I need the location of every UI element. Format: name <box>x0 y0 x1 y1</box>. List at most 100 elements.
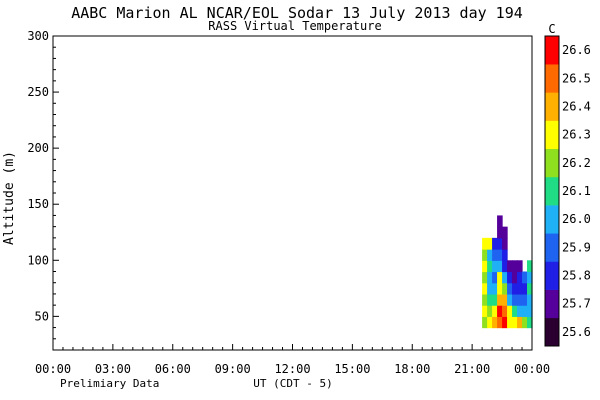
heatmap-cell <box>517 316 523 329</box>
colorbar-label: 26.5 <box>562 71 591 85</box>
y-axis-label: Altitude (m) <box>2 151 17 245</box>
y-axis: 50 100 150 200 250 300 <box>27 29 59 340</box>
plot-frame <box>52 35 533 351</box>
chart-title: AABC Marion AL NCAR/EOL Sodar 13 July 20… <box>71 4 523 22</box>
colorbar-swatch <box>545 317 559 347</box>
heatmap-cell <box>492 249 498 261</box>
heatmap-cell <box>512 271 518 284</box>
heatmap-cell <box>487 316 493 329</box>
colorbar-label: 26.3 <box>562 128 591 142</box>
heatmap-cell <box>497 282 503 295</box>
colorbar: 25.6 25.7 25.8 25.9 26.0 26.1 26.2 26.3 26.4 26.5… <box>544 35 591 347</box>
heatmap-cell <box>522 282 528 295</box>
heatmap-cell <box>487 282 493 295</box>
heatmap-cell <box>487 260 493 273</box>
x-axis: 00:00 03:00 06:00 09:00 12:00 15:00 18:00 21:00… <box>35 344 550 376</box>
x-tick-label: 00:00 <box>514 362 550 376</box>
heatmap-cell <box>492 282 498 295</box>
heatmap-cell <box>517 282 523 295</box>
heatmap-cell <box>517 293 523 306</box>
heatmap-cell <box>517 305 523 317</box>
x-tick-label: 18:00 <box>394 362 430 376</box>
heatmap-cell <box>507 316 513 329</box>
colorbar-label: 26.2 <box>562 156 591 170</box>
heatmap-cell <box>492 260 498 273</box>
colorbar-swatch <box>545 176 559 206</box>
heatmap-cell <box>502 305 508 317</box>
colorbar-label: 26.0 <box>562 212 591 226</box>
heatmap-cell <box>487 271 493 284</box>
heatmap-cell <box>512 305 518 317</box>
heatmap-cells <box>482 215 533 329</box>
heatmap-cell <box>502 249 508 261</box>
y-tick-label: 250 <box>27 85 49 99</box>
colorbar-swatch <box>545 92 559 121</box>
colorbar-label: 25.8 <box>562 269 591 283</box>
heatmap-cell <box>497 305 503 317</box>
heatmap-cell <box>497 260 503 273</box>
heatmap-cell <box>512 316 518 329</box>
heatmap-cell <box>502 316 508 329</box>
heatmap-cell <box>502 260 508 273</box>
heatmap-cell <box>527 271 533 284</box>
heatmap-cell <box>497 237 503 250</box>
heatmap-cell <box>482 282 488 295</box>
colorbar-frame <box>544 35 560 347</box>
heatmap-cell <box>482 237 488 250</box>
colorbar-label: 26.4 <box>562 99 591 113</box>
heatmap-cell <box>482 260 488 273</box>
heatmap-cell <box>527 293 533 306</box>
heatmap-cell <box>502 237 508 250</box>
heatmap-cell <box>497 293 503 306</box>
heatmap-cell <box>512 260 518 273</box>
heatmap-cell <box>527 305 533 317</box>
colorbar-label: 25.9 <box>562 240 591 254</box>
x-tick-label: 09:00 <box>215 362 251 376</box>
colorbar-swatch <box>545 261 559 290</box>
x-tick-label: 21:00 <box>454 362 490 376</box>
heatmap-cell <box>522 271 528 284</box>
x-axis-label: UT (CDT - 5) <box>253 377 332 390</box>
heatmap-cell <box>482 316 488 329</box>
heatmap-cell <box>527 282 533 295</box>
heatmap-cell <box>517 271 523 284</box>
colorbar-label: 26.6 <box>562 43 591 57</box>
heatmap-cell <box>487 293 493 306</box>
heatmap-cell <box>507 260 513 273</box>
heatmap-cell <box>482 271 488 284</box>
y-tick-label: 200 <box>27 141 49 155</box>
colorbar-swatch <box>545 64 559 93</box>
heatmap-cell <box>497 271 503 284</box>
heatmap-cell <box>512 282 518 295</box>
colorbar-swatch <box>545 36 559 65</box>
x-tick-label: 06:00 <box>155 362 191 376</box>
heatmap-cell <box>492 305 498 317</box>
heatmap-cell <box>512 293 518 306</box>
heatmap-cell <box>482 305 488 317</box>
heatmap-cell <box>482 249 488 261</box>
heatmap-cell <box>517 260 523 273</box>
preliminary-note: Prelimiary Data <box>60 377 159 390</box>
heatmap-cell <box>502 271 508 284</box>
x-tick-label: 12:00 <box>274 362 310 376</box>
chart-subtitle: RASS Virtual Temperature <box>208 19 381 33</box>
y-tick-label: 300 <box>27 29 49 43</box>
colorbar-swatch <box>545 120 559 150</box>
heatmap-cell <box>482 293 488 306</box>
heatmap-cell <box>497 316 503 329</box>
heatmap-cell <box>487 305 493 317</box>
heatmap-cell <box>522 316 528 329</box>
heatmap-cell <box>527 260 533 273</box>
heatmap-cell <box>522 305 528 317</box>
heatmap-cell <box>507 282 513 295</box>
heatmap-cell <box>492 271 498 284</box>
heatmap-cell <box>487 249 493 261</box>
heatmap-cell <box>492 237 498 250</box>
heatmap-cell <box>487 237 493 250</box>
heatmap-cell <box>507 293 513 306</box>
heatmap-cell <box>492 293 498 306</box>
colorbar-swatch <box>545 148 559 178</box>
heatmap-cell <box>507 305 513 317</box>
heatmap-cell <box>497 226 503 239</box>
